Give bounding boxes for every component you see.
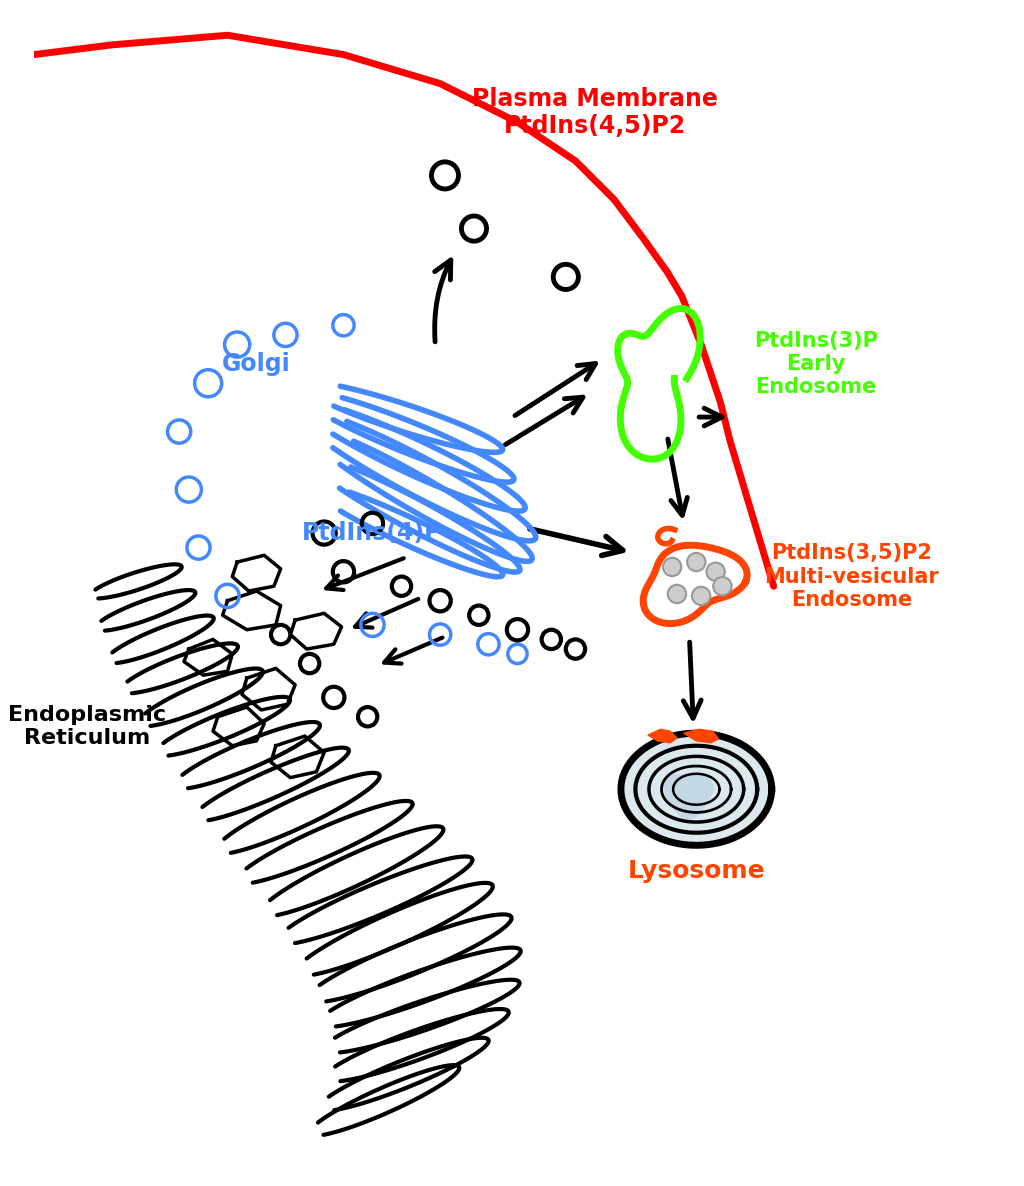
- Circle shape: [714, 578, 731, 595]
- Circle shape: [707, 562, 725, 581]
- Text: Lysosome: Lysosome: [628, 860, 765, 884]
- Text: PtdIns(4)P: PtdIns(4)P: [302, 521, 442, 546]
- Text: Endoplasmic
Reticulum: Endoplasmic Reticulum: [8, 704, 166, 748]
- Polygon shape: [665, 776, 713, 818]
- Polygon shape: [648, 729, 677, 742]
- Circle shape: [687, 553, 706, 572]
- Text: PtdIns(3)P
Early
Endosome: PtdIns(3)P Early Endosome: [755, 331, 879, 397]
- Polygon shape: [684, 729, 719, 742]
- Circle shape: [692, 587, 711, 605]
- Text: Plasma Membrane
PtdIns(4,5)P2: Plasma Membrane PtdIns(4,5)P2: [472, 87, 718, 139]
- Circle shape: [663, 557, 681, 576]
- Circle shape: [668, 585, 686, 604]
- Text: PtdIns(3,5)P2
Multi-vesicular
Endosome: PtdIns(3,5)P2 Multi-vesicular Endosome: [764, 543, 939, 610]
- Text: Golgi: Golgi: [222, 352, 291, 376]
- Polygon shape: [621, 733, 772, 846]
